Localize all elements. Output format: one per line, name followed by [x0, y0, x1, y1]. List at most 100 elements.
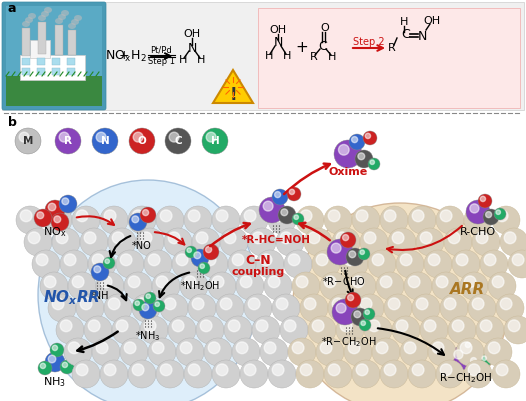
Circle shape: [272, 210, 284, 222]
Circle shape: [168, 316, 196, 344]
Circle shape: [259, 197, 285, 223]
Circle shape: [370, 160, 375, 164]
Circle shape: [272, 189, 288, 205]
Circle shape: [478, 194, 492, 208]
Circle shape: [194, 252, 201, 259]
Circle shape: [349, 251, 356, 258]
Circle shape: [129, 128, 155, 154]
Circle shape: [408, 360, 436, 388]
Text: N: N: [100, 136, 109, 146]
Circle shape: [152, 342, 164, 354]
Circle shape: [40, 272, 68, 300]
Circle shape: [59, 195, 77, 213]
Circle shape: [492, 360, 520, 388]
Circle shape: [363, 308, 375, 320]
Circle shape: [380, 360, 408, 388]
Circle shape: [256, 250, 284, 278]
Text: +: +: [296, 41, 308, 55]
Circle shape: [376, 272, 404, 300]
Circle shape: [355, 150, 373, 168]
Circle shape: [228, 250, 256, 278]
Circle shape: [420, 232, 432, 244]
Circle shape: [356, 294, 384, 322]
Circle shape: [188, 294, 216, 322]
Circle shape: [228, 320, 240, 332]
Bar: [55, 25, 63, 55]
Circle shape: [500, 228, 526, 256]
Circle shape: [432, 342, 444, 354]
Circle shape: [352, 360, 380, 388]
Text: $\mathregular{NO_x}$: $\mathregular{NO_x}$: [105, 49, 131, 63]
Circle shape: [324, 276, 336, 288]
Circle shape: [208, 272, 236, 300]
Text: H: H: [283, 51, 291, 61]
Circle shape: [60, 320, 72, 332]
Bar: [52, 68, 60, 75]
Circle shape: [480, 320, 492, 332]
Circle shape: [292, 213, 304, 225]
Circle shape: [320, 272, 348, 300]
Circle shape: [396, 250, 424, 278]
Ellipse shape: [61, 10, 69, 16]
Circle shape: [48, 294, 76, 322]
Circle shape: [76, 294, 104, 322]
Circle shape: [51, 213, 69, 231]
Circle shape: [160, 294, 188, 322]
Circle shape: [484, 338, 512, 366]
Circle shape: [340, 250, 368, 278]
Circle shape: [412, 294, 440, 322]
Circle shape: [236, 342, 248, 354]
Circle shape: [168, 232, 180, 244]
Circle shape: [280, 232, 292, 244]
Circle shape: [260, 254, 272, 266]
Circle shape: [224, 232, 236, 244]
Circle shape: [468, 294, 496, 322]
Circle shape: [248, 298, 260, 310]
Text: R: R: [64, 136, 72, 146]
Ellipse shape: [41, 11, 49, 17]
Circle shape: [48, 203, 56, 211]
Text: H: H: [328, 52, 336, 62]
Text: coupling: coupling: [231, 267, 285, 277]
Circle shape: [120, 254, 132, 266]
Circle shape: [492, 206, 520, 234]
Circle shape: [480, 354, 492, 366]
Circle shape: [164, 228, 192, 256]
Text: *NH: *NH: [90, 291, 110, 301]
Circle shape: [268, 206, 296, 234]
Circle shape: [48, 210, 60, 222]
Circle shape: [384, 364, 396, 376]
Circle shape: [136, 228, 164, 256]
Text: !: !: [229, 86, 237, 104]
Circle shape: [485, 212, 492, 218]
Circle shape: [275, 192, 281, 198]
Bar: [22, 28, 30, 56]
Circle shape: [56, 232, 68, 244]
Circle shape: [196, 232, 208, 244]
Circle shape: [148, 254, 160, 266]
Bar: [37, 68, 45, 75]
Circle shape: [368, 250, 396, 278]
Ellipse shape: [292, 203, 508, 401]
Circle shape: [360, 228, 388, 256]
Circle shape: [348, 295, 353, 301]
Bar: [30, 40, 50, 58]
Circle shape: [50, 343, 64, 357]
Circle shape: [454, 350, 463, 359]
Text: H: H: [210, 136, 219, 146]
Bar: [6, 76, 102, 106]
Circle shape: [358, 248, 370, 260]
Circle shape: [140, 232, 152, 244]
Circle shape: [45, 200, 65, 220]
Text: Oxime: Oxime: [328, 167, 368, 177]
Circle shape: [68, 342, 80, 354]
Circle shape: [136, 298, 148, 310]
Circle shape: [504, 316, 526, 344]
Circle shape: [496, 294, 524, 322]
Circle shape: [52, 228, 80, 256]
Circle shape: [436, 276, 448, 288]
Circle shape: [24, 228, 52, 256]
Circle shape: [281, 209, 288, 216]
Circle shape: [466, 200, 490, 224]
Circle shape: [478, 367, 482, 371]
